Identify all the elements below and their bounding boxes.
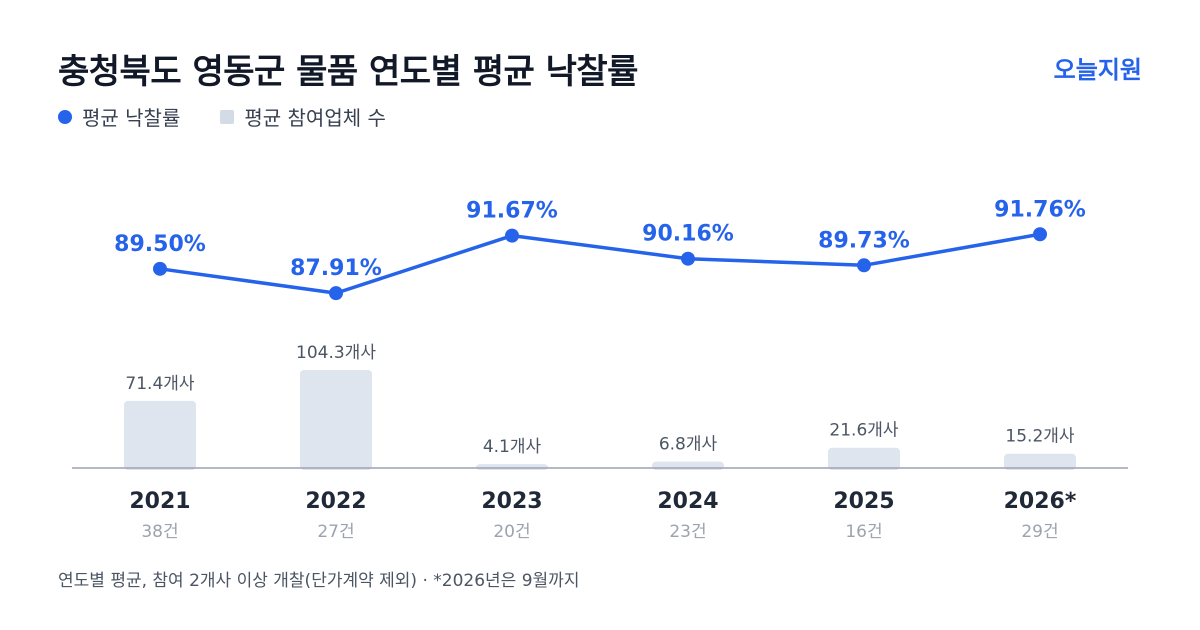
bar-label-2025: 21.6개사 bbox=[829, 421, 898, 441]
x-tick-label-2022: 2022 bbox=[305, 489, 366, 514]
count-label-2025: 16건 bbox=[845, 522, 882, 542]
rate-label-2021: 89.50% bbox=[114, 232, 206, 257]
rate-label-2024: 90.16% bbox=[642, 222, 734, 247]
bar-2022 bbox=[300, 370, 372, 470]
bar-2021 bbox=[124, 400, 196, 470]
rate-label-2023: 91.67% bbox=[466, 199, 558, 224]
bar-label-2024: 6.8개사 bbox=[659, 435, 718, 455]
legend-item-rate: 평균 낙찰률 bbox=[58, 102, 180, 131]
bar-label-2023: 4.1개사 bbox=[483, 437, 542, 457]
chart-legend: 평균 낙찰률 평균 참여업체 수 bbox=[58, 102, 426, 131]
bar-label-2022: 104.3개사 bbox=[296, 343, 376, 363]
rate-point-2024 bbox=[681, 251, 695, 266]
rate-label-2026*: 91.76% bbox=[994, 197, 1086, 222]
legend-bidders-label: 평균 참여업체 수 bbox=[244, 106, 386, 130]
count-label-2021: 38건 bbox=[141, 522, 178, 542]
legend-item-bidders: 평균 참여업체 수 bbox=[220, 102, 386, 131]
chart-title: 충청북도 영동군 물품 연도별 평균 낙찰률 bbox=[58, 52, 638, 92]
count-label-2026*: 29건 bbox=[1021, 522, 1058, 542]
rate-point-2026* bbox=[1033, 227, 1047, 242]
bar-label-2021: 71.4개사 bbox=[125, 374, 194, 394]
legend-rate-marker bbox=[58, 109, 72, 124]
legend-bidders-marker bbox=[220, 109, 235, 124]
x-tick-label-2024: 2024 bbox=[657, 489, 718, 514]
rate-point-2022 bbox=[329, 286, 343, 301]
footnote: 연도별 평균, 참여 2개사 이상 개찰(단가계약 제외) · *2026년은 … bbox=[58, 571, 580, 591]
x-tick-label-2021: 2021 bbox=[129, 489, 190, 514]
rate-label-2025: 89.73% bbox=[818, 228, 910, 253]
x-tick-label-2026*: 2026* bbox=[1004, 489, 1077, 514]
bar-label-2026*: 15.2개사 bbox=[1005, 427, 1074, 447]
brand-logo[interactable]: 오늘지원 bbox=[1053, 56, 1142, 84]
bar-2023 bbox=[476, 464, 548, 470]
count-label-2022: 27건 bbox=[317, 522, 354, 542]
x-tick-label-2025: 2025 bbox=[833, 489, 894, 514]
count-label-2023: 20건 bbox=[493, 522, 530, 542]
rate-label-2022: 87.91% bbox=[290, 256, 382, 281]
rate-point-2025 bbox=[857, 258, 871, 273]
combo-chart: 71.4개사 104.3개사 4.1개사 6.8개사 21.6개사 15.2개사 2021 3… bbox=[72, 197, 1128, 542]
bar-2026* bbox=[1004, 453, 1076, 470]
count-label-2024: 23건 bbox=[669, 522, 706, 542]
rate-line bbox=[159, 232, 1041, 295]
legend-rate-label: 평균 낙찰률 bbox=[82, 106, 181, 130]
x-tick-label-2023: 2023 bbox=[481, 489, 542, 514]
rate-point-2021 bbox=[153, 261, 167, 276]
bar-2025 bbox=[828, 447, 900, 470]
rate-point-2023 bbox=[505, 228, 519, 243]
